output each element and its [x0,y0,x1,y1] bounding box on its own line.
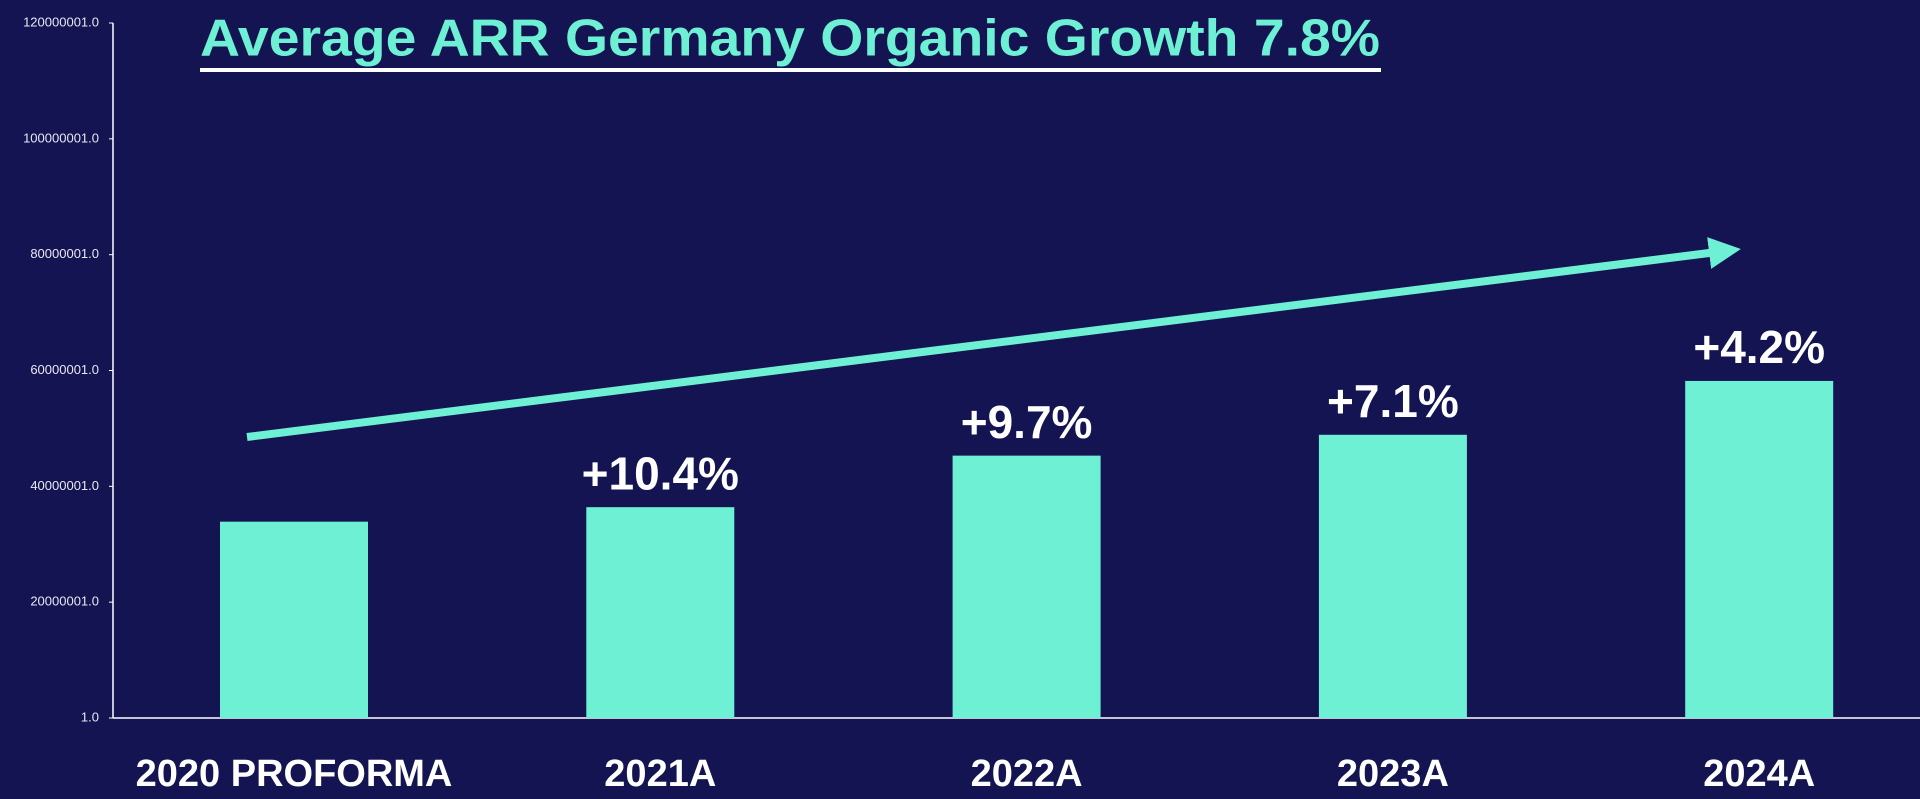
x-tick-label: 2022A [971,753,1083,795]
bar-label: +7.1% [1327,375,1459,427]
y-tick-label: 120000001.0 [23,14,99,29]
x-tick-label: 2021A [604,753,716,795]
x-tick-label: 2023A [1337,753,1449,795]
x-tick-label: 2020 PROFORMA [136,753,453,795]
y-tick-label: 100000001.0 [23,130,99,145]
y-tick-label: 40000001.0 [30,478,99,493]
bar-label: +4.2% [1693,321,1825,373]
y-tick-label: 1.0 [81,709,99,724]
bar [586,507,735,718]
bar [1685,380,1834,718]
trend-arrow [246,237,1741,441]
bar-label: +9.7% [961,396,1093,448]
bar [952,455,1101,718]
y-tick-label: 80000001.0 [30,246,99,261]
y-tick-label: 20000001.0 [30,594,99,609]
bar [1318,434,1467,718]
x-tick-label: 2024A [1703,753,1815,795]
chart-title: Average ARR Germany Organic Growth 7.8% [200,10,1380,68]
bar [220,521,368,718]
bar-label: +10.4% [582,447,739,499]
y-tick-label: 60000001.0 [30,362,99,377]
